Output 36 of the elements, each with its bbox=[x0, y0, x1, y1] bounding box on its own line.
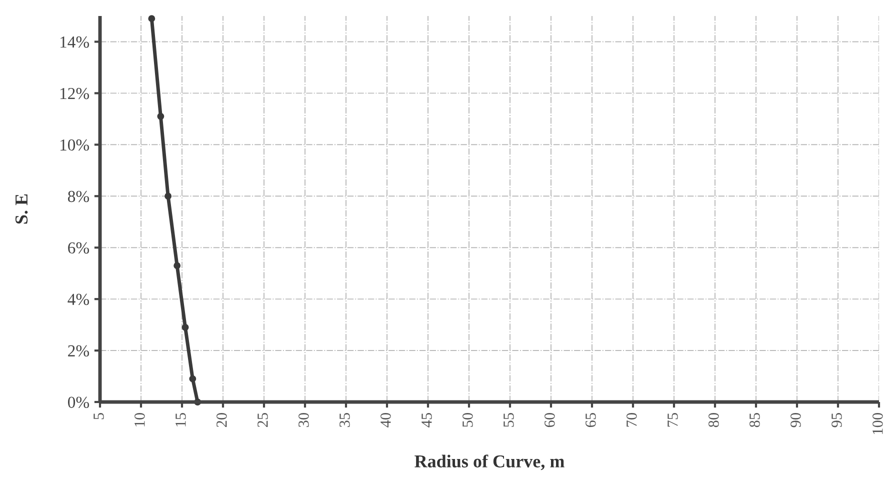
x-tick-label: 35 bbox=[340, 413, 350, 427]
y-tick-label: 2% bbox=[68, 345, 90, 357]
x-tick-label: 25 bbox=[258, 413, 268, 428]
x-tick-label: 40 bbox=[380, 413, 391, 428]
x-tick-label: 5 bbox=[94, 413, 104, 420]
point bbox=[148, 15, 156, 22]
x-tick-label: 70 bbox=[626, 413, 637, 427]
y-tick-label: 10% bbox=[60, 139, 90, 151]
x-tick-label: 45 bbox=[422, 413, 432, 428]
point bbox=[182, 324, 189, 331]
x-axis-title: Radius of Curve, m bbox=[414, 454, 564, 470]
x-tick-label: 100 bbox=[872, 413, 883, 434]
x-tick-label: 60 bbox=[544, 413, 555, 428]
y-tick-label: 0% bbox=[68, 396, 90, 408]
y-tick-label: 6% bbox=[68, 242, 90, 254]
x-tick-label: 80 bbox=[708, 413, 719, 428]
x-tick-label: 10 bbox=[134, 413, 145, 426]
x-tick-label: 95 bbox=[832, 413, 842, 428]
y-tick-label: 8% bbox=[68, 190, 90, 202]
x-tick-label: 15 bbox=[176, 413, 186, 426]
y-tick-label: 12% bbox=[60, 88, 90, 100]
x-tick-label: 75 bbox=[668, 413, 678, 427]
y-axis-title: S. E bbox=[15, 194, 28, 224]
x-tick-label: 65 bbox=[586, 413, 596, 428]
point bbox=[189, 375, 196, 382]
x-tick-label: 90 bbox=[790, 413, 801, 428]
point bbox=[174, 262, 181, 270]
x-tick-label: 20 bbox=[216, 413, 227, 428]
x-tick-label: 30 bbox=[298, 413, 309, 427]
x-tick-label: 85 bbox=[750, 413, 760, 428]
point bbox=[164, 192, 172, 200]
x-tick-label: 50 bbox=[462, 413, 473, 427]
y-tick-label: 4% bbox=[68, 294, 90, 306]
x-tick-label: 55 bbox=[504, 413, 514, 427]
y-tick-label: 14% bbox=[60, 36, 90, 48]
point bbox=[157, 112, 164, 120]
